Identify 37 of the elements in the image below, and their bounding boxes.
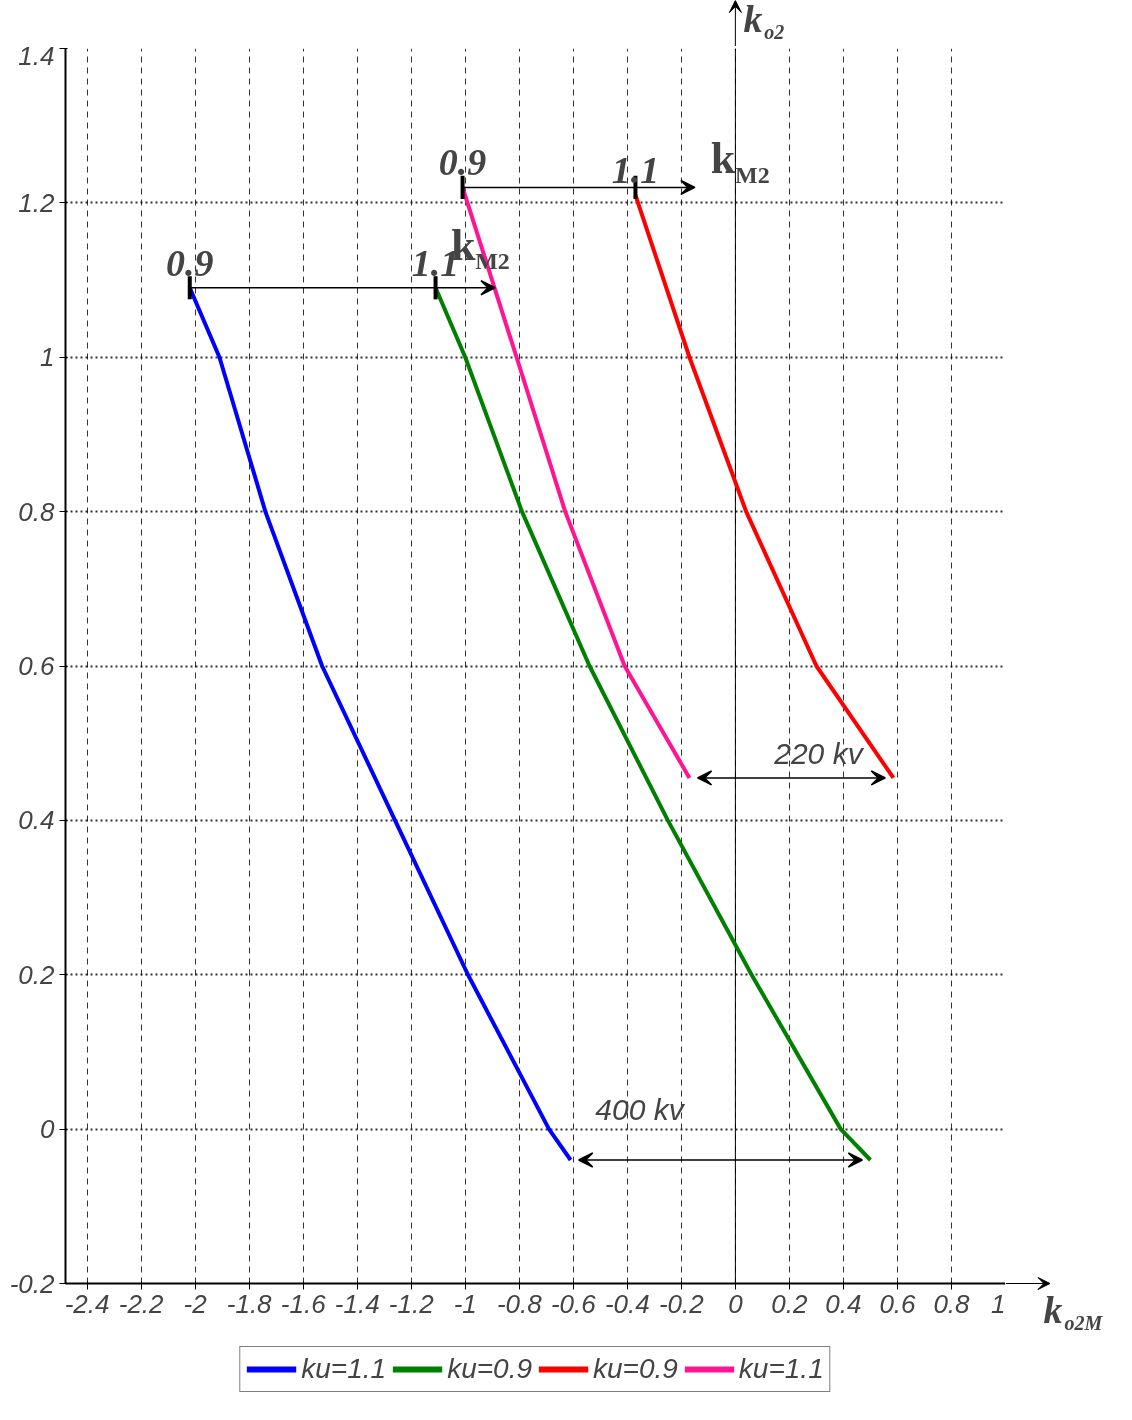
y-tick-label: 1.4 [18, 40, 55, 71]
x-tick-label: -2.4 [64, 1288, 110, 1319]
legend-label: ku=0.9 [447, 1353, 532, 1385]
x-tick-label: -1 [453, 1288, 477, 1319]
annotation: 0.9 [166, 241, 214, 284]
legend-label: ku=1.1 [301, 1353, 387, 1385]
x-tick-label: 0.8 [933, 1288, 971, 1319]
x-tick-label: -1.4 [334, 1288, 380, 1319]
x-tick-label: -2 [183, 1288, 208, 1319]
x-tick-label: -1.8 [226, 1288, 273, 1319]
x-tick-label: -2.2 [118, 1288, 165, 1319]
x-tick-label: -1.6 [280, 1288, 327, 1319]
annotation: 400 kv [595, 1093, 686, 1126]
y-tick-label: 1.2 [18, 187, 56, 218]
x-tick-label: 1 [991, 1288, 1006, 1319]
x-tick-label: -1.2 [388, 1288, 435, 1319]
legend-label: ku=0.9 [593, 1353, 678, 1385]
annotation: 0.9 [438, 141, 487, 184]
x-tick-label: -0.6 [550, 1288, 597, 1319]
x-tick-label: 0.4 [825, 1288, 862, 1319]
x-tick-label: 0.6 [879, 1288, 917, 1319]
annotation: 1.1 [611, 149, 660, 192]
legend-label: ku=1.1 [738, 1353, 824, 1385]
y-tick-label: 0.6 [18, 651, 56, 681]
x-tick-label: -0.8 [496, 1288, 543, 1319]
line-series [633, 193, 896, 780]
y-tick-label: 0.8 [18, 496, 56, 527]
y-tick-label: 1 [40, 342, 55, 373]
x-tick-label: 0.2 [771, 1288, 809, 1319]
y-tick-label: 0.4 [18, 805, 55, 836]
x-tick-label: -0.2 [658, 1288, 705, 1319]
annotation: 220 kv [773, 736, 865, 770]
x-tick-label: 0 [728, 1288, 744, 1319]
y-tick-label: 0 [40, 1114, 56, 1145]
y-tick-label: -0.2 [9, 1268, 56, 1299]
x-tick-label: -0.4 [604, 1288, 650, 1319]
y-tick-label: 0.2 [18, 959, 56, 990]
